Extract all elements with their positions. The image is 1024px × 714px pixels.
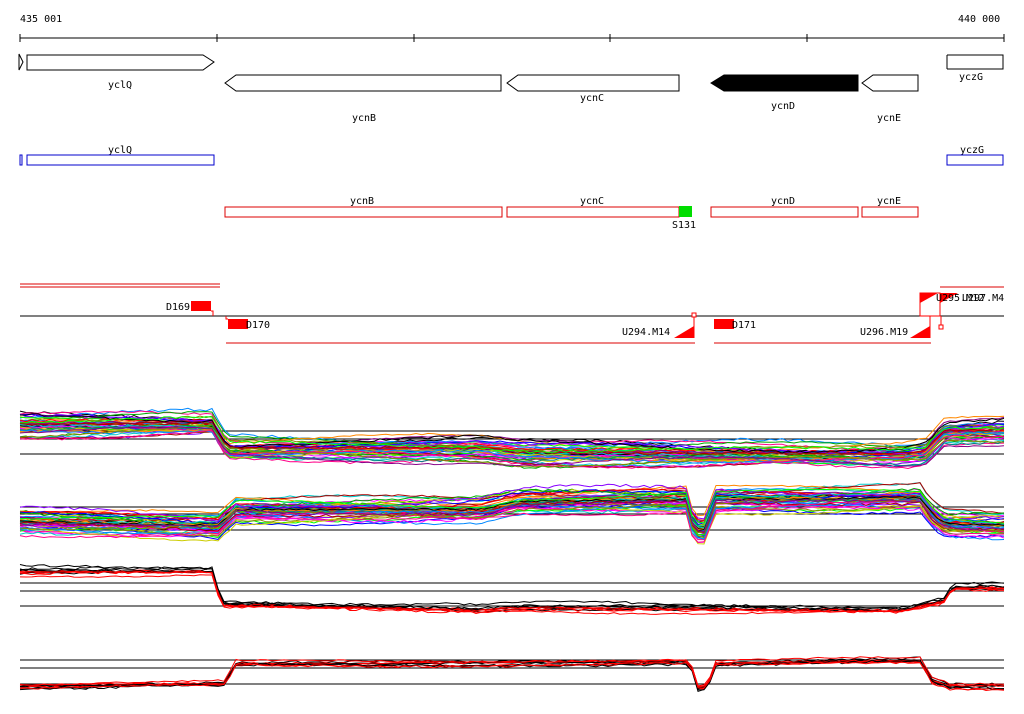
up-feature-U295.M12[interactable]: [920, 293, 938, 303]
expression-trace: [19, 483, 1005, 522]
expression-trace: [19, 416, 1005, 454]
ruler-start-label: 435 001: [20, 14, 62, 25]
expression-trace: [19, 501, 1005, 539]
expression-trace: [19, 570, 1005, 615]
ruler: 435 001 440 000: [19, 14, 1005, 42]
up-feature-U297.M4[interactable]: [940, 293, 958, 303]
feature-connector: [211, 310, 214, 316]
gene-arrow-yclQ[interactable]: [26, 54, 215, 71]
expression-track-2: [19, 482, 1005, 545]
gene-track: yclQ ycnB ycnC ycnD ycnE yczG: [18, 53, 1004, 124]
expression-trace: [19, 488, 1005, 524]
expression-trace: [19, 564, 1005, 610]
expression-trace: [19, 659, 1005, 688]
operon-label-ycnD: ycnD: [771, 196, 795, 207]
operon-box-ycnC[interactable]: [506, 206, 680, 218]
down-label-D169: D169: [166, 302, 190, 313]
expression-trace: [19, 429, 1005, 469]
gene-arrow-ycnB[interactable]: [224, 74, 502, 92]
regulatory-track: D169 D170 U294.M14 D171 U296.M19 U295.M1…: [20, 283, 1004, 344]
operon-box-fragment[interactable]: [19, 154, 23, 166]
gene-label-yczG: yczG: [959, 72, 983, 83]
feature-endpoint: [691, 312, 697, 318]
gene-label-ycnD: ycnD: [771, 101, 795, 112]
operon-label-ycnE: ycnE: [877, 196, 901, 207]
down-feature-D170[interactable]: [228, 319, 248, 329]
expression-trace: [19, 498, 1005, 533]
up-feature-U296.M19[interactable]: [910, 326, 930, 338]
gene-label-ycnE: ycnE: [877, 113, 901, 124]
gene-fragment-left[interactable]: [18, 53, 24, 71]
up-feature-U294.M14[interactable]: [674, 326, 694, 338]
up-label-U296.M19: U296.M19: [860, 327, 908, 338]
site-marker-S131[interactable]: [679, 206, 692, 217]
gene-arrow-ycnC[interactable]: [506, 74, 680, 92]
up-label-U297.M4: U297.M4: [962, 293, 1004, 304]
up-label-U295.M12: U295.M12: [936, 293, 984, 304]
operon-box-ycnB[interactable]: [224, 206, 503, 218]
expression-track-4: [19, 656, 1005, 693]
expression-trace: [19, 413, 1005, 455]
down-label-D170: D170: [246, 320, 270, 331]
expression-trace: [19, 661, 1005, 692]
gene-arrow-yczG[interactable]: [947, 54, 1004, 70]
expression-trace: [19, 568, 1005, 611]
down-feature-D171[interactable]: [714, 319, 734, 329]
operon-box-yclQ[interactable]: [26, 154, 215, 166]
expression-trace: [19, 413, 1005, 454]
operon-label-ycnC: ycnC: [580, 196, 604, 207]
operon-track: yclQ yczG ycnB ycnC S131 ycnD ycnE: [19, 145, 1004, 231]
expression-trace: [19, 489, 1005, 525]
site-label-S131: S131: [672, 220, 696, 231]
operon-label-yclQ: yclQ: [108, 145, 132, 156]
gene-label-yclQ: yclQ: [108, 80, 132, 91]
down-feature-D169[interactable]: [191, 301, 211, 311]
expression-trace: [19, 656, 1004, 687]
expression-trace: [19, 425, 1005, 467]
gene-arrow-ycnE[interactable]: [861, 74, 919, 92]
ruler-end-label: 440 000: [958, 14, 1000, 25]
feature-connector: [225, 316, 228, 320]
gene-label-ycnB: ycnB: [352, 113, 376, 124]
expression-trace: [19, 421, 1005, 455]
expression-trace: [19, 500, 1005, 543]
expression-track-1: [19, 407, 1005, 470]
operon-label-yczG: yczG: [960, 145, 984, 156]
operon-label-ycnB: ycnB: [350, 196, 374, 207]
feature-endpoint: [938, 324, 944, 330]
gene-arrow-ycnD[interactable]: [710, 74, 859, 92]
operon-box-yczG[interactable]: [946, 154, 1004, 166]
gene-label-ycnC: ycnC: [580, 93, 604, 104]
expression-track-3: [19, 564, 1005, 615]
up-label-U294.M14: U294.M14: [622, 327, 670, 338]
operon-box-ycnD[interactable]: [710, 206, 859, 218]
operon-box-ycnE[interactable]: [861, 206, 919, 218]
down-label-D171: D171: [732, 320, 756, 331]
expression-trace: [19, 426, 1005, 468]
expression-trace: [19, 424, 1005, 461]
